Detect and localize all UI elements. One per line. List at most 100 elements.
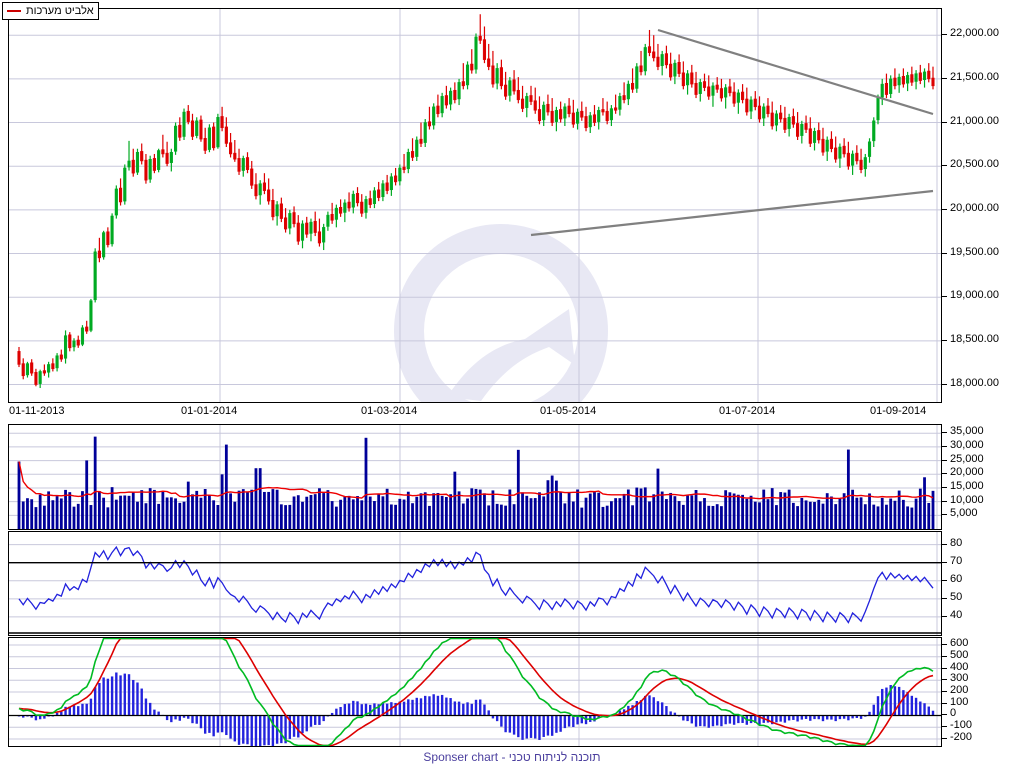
y-axis-tick-label: 60 <box>950 572 963 585</box>
x-axis-tick-label: 01-09-2014 <box>870 405 927 417</box>
macd-histogram-bar <box>711 715 715 727</box>
macd-histogram-bar <box>771 715 774 725</box>
volume-bar <box>918 488 922 529</box>
macd-histogram-bar <box>55 712 59 716</box>
volume-bar <box>732 493 736 529</box>
volume-bar <box>910 507 914 529</box>
volume-bar <box>576 489 579 529</box>
y-axis-tick-label: 0 <box>950 707 957 720</box>
macd-histogram-bar <box>254 715 258 746</box>
volume-svg <box>9 425 941 529</box>
volume-bar <box>563 503 567 529</box>
macd-histogram-bar <box>301 715 304 734</box>
y-axis-tick-label: 20,000 <box>950 466 984 479</box>
y-axis-tick-mark <box>942 644 947 646</box>
volume-bar <box>796 506 799 529</box>
volume-bar <box>901 499 905 529</box>
volume-bar <box>30 499 34 529</box>
macd-histogram-bar <box>665 706 668 716</box>
macd-histogram-bar <box>81 703 84 716</box>
volume-bar <box>322 493 326 529</box>
volume-bar <box>525 495 529 529</box>
macd-histogram-bar <box>148 702 152 716</box>
macd-histogram-bar <box>635 701 638 716</box>
volume-bar <box>923 477 926 529</box>
macd-histogram-bar <box>690 715 694 724</box>
volume-bar <box>838 498 842 529</box>
y-axis-tick-mark <box>942 473 947 475</box>
volume-bar <box>127 495 131 529</box>
volume-bar <box>787 489 791 529</box>
volume-bar <box>813 502 816 529</box>
y-axis-tick-label: 22,000.00 <box>950 27 999 40</box>
macd-histogram-bar <box>170 715 173 723</box>
volume-bar <box>474 488 478 529</box>
macd-histogram-bar <box>914 697 918 716</box>
volume-bar <box>457 491 461 529</box>
macd-histogram-bar <box>902 690 905 716</box>
volume-bar <box>436 492 440 529</box>
macd-histogram-bar <box>347 703 351 716</box>
volume-plot-area <box>9 425 941 529</box>
macd-histogram-bar <box>178 715 181 721</box>
volume-bar <box>728 492 732 529</box>
volume-bar <box>897 490 901 529</box>
price-chart-panel[interactable] <box>8 8 942 403</box>
volume-bar <box>292 496 296 529</box>
macd-histogram-bar <box>686 715 689 722</box>
macd-histogram-bar <box>440 694 444 716</box>
rsi-panel[interactable] <box>8 531 942 636</box>
volume-bar <box>842 493 846 529</box>
macd-histogram-bar <box>394 702 397 716</box>
macd-histogram-bar <box>330 712 334 716</box>
macd-histogram-bar <box>754 715 757 723</box>
macd-histogram-bar <box>64 706 67 716</box>
volume-panel[interactable] <box>8 424 942 530</box>
macd-histogram-bar <box>284 715 287 744</box>
macd-histogram-bar <box>644 695 647 716</box>
volume-bar <box>665 499 668 529</box>
y-axis-tick-label: 70 <box>950 554 963 567</box>
macd-histogram-bar <box>512 715 516 735</box>
volume-bar <box>906 506 910 529</box>
volume-bar <box>47 491 51 529</box>
volume-bar <box>766 499 770 529</box>
macd-histogram-bar <box>136 682 139 716</box>
chart-legend[interactable]: אלביט מערכות <box>2 2 99 20</box>
macd-histogram-bar <box>500 715 503 727</box>
macd-histogram-bar <box>792 715 795 720</box>
macd-histogram-bar <box>157 711 160 716</box>
rsi-y-axis: 80 70 60 50 40 <box>942 531 1024 636</box>
macd-plot-area <box>9 638 941 746</box>
volume-bar <box>800 497 804 529</box>
y-axis-tick-mark <box>942 726 947 728</box>
volume-bar <box>546 480 550 529</box>
volume-bar <box>889 498 893 529</box>
macd-histogram-bar <box>352 700 355 716</box>
volume-bar <box>694 490 698 529</box>
volume-bar <box>267 491 271 529</box>
volume-bar <box>876 506 880 529</box>
macd-panel[interactable] <box>8 637 942 747</box>
y-axis-tick-mark <box>942 615 947 617</box>
volume-bar <box>686 495 689 529</box>
macd-histogram-bar <box>127 674 131 716</box>
volume-bar <box>381 496 385 529</box>
macd-histogram-bar <box>263 715 266 746</box>
volume-bar <box>453 471 457 529</box>
macd-histogram-bar <box>43 715 46 719</box>
volume-bar <box>136 501 139 529</box>
macd-histogram-bar <box>165 715 169 721</box>
volume-bar <box>51 500 55 529</box>
macd-histogram-bar <box>474 699 478 716</box>
y-axis-tick-label: 19,500.00 <box>950 245 999 258</box>
volume-bar <box>529 498 533 529</box>
macd-histogram-bar <box>728 715 732 724</box>
volume-bar <box>571 501 575 529</box>
macd-histogram-bar <box>758 715 761 725</box>
volume-bar <box>288 504 292 529</box>
volume-bar <box>364 437 368 529</box>
y-axis-tick-mark <box>942 77 947 79</box>
volume-bar <box>229 493 232 529</box>
